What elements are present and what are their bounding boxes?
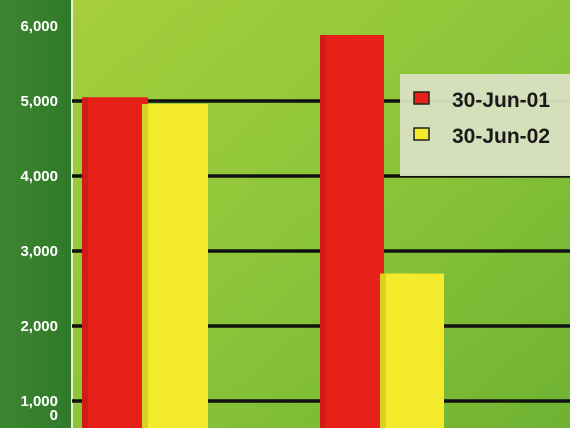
y-tick-label: 0: [50, 407, 58, 424]
bar-shade: [320, 35, 326, 428]
bar-series1: [320, 35, 384, 428]
y-axis-ticks: 01,000 2,000 3,000 4,000 5,000 6,000: [20, 18, 58, 424]
y-tick-label: 1,000: [20, 393, 58, 410]
bar-series2: [142, 104, 208, 428]
bar-series2: [380, 273, 444, 428]
y-tick-label: 2,000: [20, 318, 58, 335]
y-tick-label: 6,000: [20, 18, 58, 35]
bars: [82, 35, 444, 428]
y-tick-label: 5,000: [20, 93, 58, 110]
legend-label: 30-Jun-02: [452, 125, 550, 148]
bar-shade: [142, 104, 148, 428]
legend-swatch: [413, 127, 430, 141]
bar-shade: [82, 97, 88, 428]
legend-label: 30-Jun-01: [452, 89, 550, 112]
axis-panel: [0, 0, 72, 428]
bar-shade: [380, 273, 386, 428]
legend-swatch: [413, 91, 430, 105]
y-tick-label: 4,000: [20, 168, 58, 185]
legend-box: [400, 74, 570, 176]
bar-series1: [82, 97, 148, 428]
y-tick-label: 3,000: [20, 243, 58, 260]
legend: 30-Jun-01 30-Jun-02: [400, 74, 570, 176]
